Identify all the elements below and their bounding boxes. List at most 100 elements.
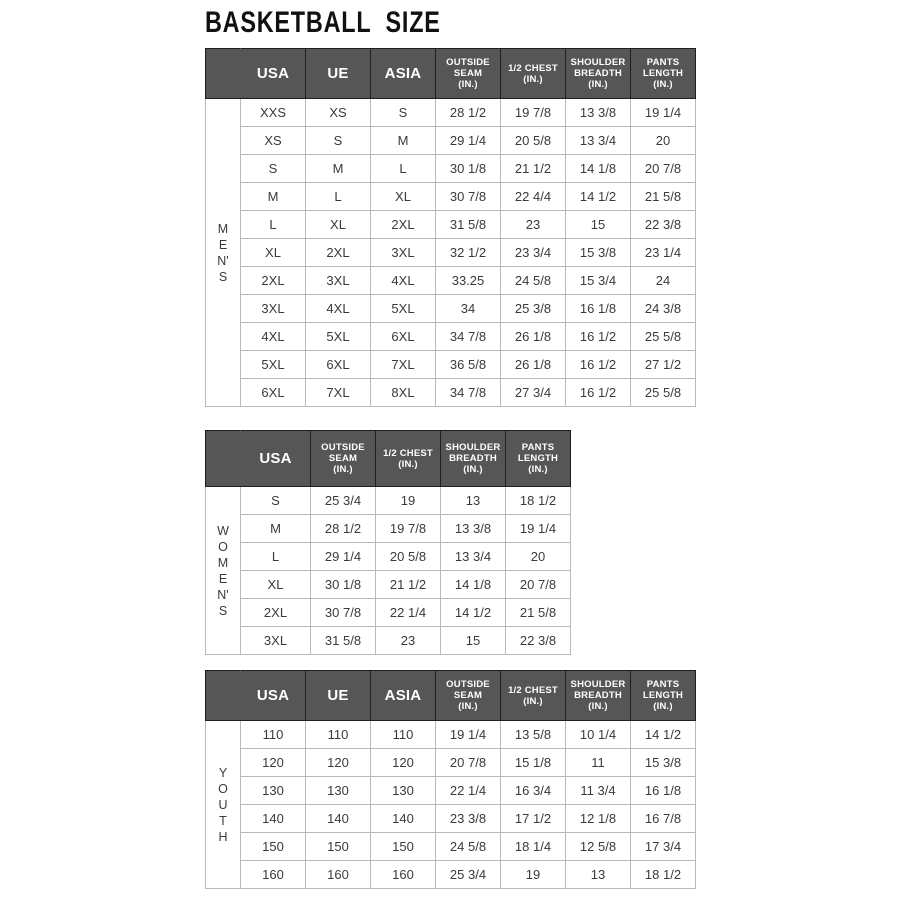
cell: 19 1/4 bbox=[505, 514, 571, 543]
cell: 3XL bbox=[240, 626, 311, 655]
cell: 13 3/8 bbox=[440, 514, 506, 543]
group-label-womens: W O M E N' S bbox=[205, 486, 241, 655]
cell: 30 7/8 bbox=[310, 598, 376, 627]
cell: XXS bbox=[240, 98, 306, 127]
cell: 23 3/4 bbox=[500, 238, 566, 267]
cell: 16 3/4 bbox=[500, 776, 566, 805]
cell: 120 bbox=[240, 748, 306, 777]
cell: 25 5/8 bbox=[630, 378, 696, 407]
column-header-usa: USA bbox=[240, 430, 311, 487]
cell: 26 1/8 bbox=[500, 322, 566, 351]
cell: 14 1/8 bbox=[440, 570, 506, 599]
cell: 25 5/8 bbox=[630, 322, 696, 351]
table-row: M L XL 30 7/8 22 4/4 14 1/2 21 5/8 bbox=[206, 182, 696, 211]
cell: 20 7/8 bbox=[505, 570, 571, 599]
cell: S bbox=[240, 486, 311, 515]
cell: 30 1/8 bbox=[310, 570, 376, 599]
cell: 14 1/2 bbox=[565, 182, 631, 211]
cell: 14 1/8 bbox=[565, 154, 631, 183]
cell: S bbox=[240, 154, 306, 183]
cell: M bbox=[305, 154, 371, 183]
cell: 21 1/2 bbox=[500, 154, 566, 183]
cell: 20 bbox=[505, 542, 571, 571]
column-header-outside-seam: OUTSIDE SEAM (IN.) bbox=[310, 430, 376, 487]
cell: 16 1/2 bbox=[565, 322, 631, 351]
header-corner-cell bbox=[205, 430, 241, 487]
cell: 19 1/4 bbox=[435, 720, 501, 749]
cell: 30 7/8 bbox=[435, 182, 501, 211]
cell: 140 bbox=[240, 804, 306, 833]
table-row: 5XL 6XL 7XL 36 5/8 26 1/8 16 1/2 27 1/2 bbox=[206, 350, 696, 379]
cell: 14 1/2 bbox=[440, 598, 506, 627]
cell: 20 5/8 bbox=[375, 542, 441, 571]
cell: 15 3/4 bbox=[565, 266, 631, 295]
cell: 19 1/4 bbox=[630, 98, 696, 127]
column-header-pants-length: PANTS LENGTH (IN.) bbox=[630, 670, 696, 721]
cell: 31 5/8 bbox=[310, 626, 376, 655]
cell: XS bbox=[305, 98, 371, 127]
cell: 13 3/4 bbox=[440, 542, 506, 571]
column-header-outside-seam: OUTSIDE SEAM (IN.) bbox=[435, 670, 501, 721]
cell: 23 3/8 bbox=[435, 804, 501, 833]
cell: M bbox=[240, 514, 311, 543]
cell: 5XL bbox=[370, 294, 436, 323]
cell: 25 3/4 bbox=[310, 486, 376, 515]
table-row: M E N' S XXS XS S 28 1/2 19 7/8 13 3/8 19 1/4 bbox=[205, 98, 696, 407]
column-header-usa: USA bbox=[240, 48, 306, 99]
table-row: XL 2XL 3XL 32 1/2 23 3/4 15 3/8 23 1/4 bbox=[206, 238, 696, 267]
cell: M bbox=[240, 182, 306, 211]
table-row: Y O U T H 110 110 110 19 1/4 13 5/8 10 1/4 14 1/2 bbox=[205, 720, 696, 889]
table-row: 130 130 130 22 1/4 16 3/4 11 3/4 16 1/8 bbox=[206, 776, 696, 805]
cell: 140 bbox=[370, 804, 436, 833]
cell: 31 5/8 bbox=[435, 210, 501, 239]
cell: 12 5/8 bbox=[565, 832, 631, 861]
cell: 27 1/2 bbox=[630, 350, 696, 379]
cell: 24 5/8 bbox=[500, 266, 566, 295]
cell: 3XL bbox=[305, 266, 371, 295]
cell: 22 4/4 bbox=[500, 182, 566, 211]
table-row: XS S M 29 1/4 20 5/8 13 3/4 20 bbox=[206, 126, 696, 155]
cell: 120 bbox=[370, 748, 436, 777]
cell: 21 5/8 bbox=[630, 182, 696, 211]
cell: 10 1/4 bbox=[565, 720, 631, 749]
cell: S bbox=[305, 126, 371, 155]
table-row: 160 160 160 25 3/4 19 13 18 1/2 bbox=[206, 860, 696, 889]
cell: L bbox=[240, 542, 311, 571]
table-row: S M L 30 1/8 21 1/2 14 1/8 20 7/8 bbox=[206, 154, 696, 183]
cell: 20 5/8 bbox=[500, 126, 566, 155]
cell: 23 1/4 bbox=[630, 238, 696, 267]
cell: 16 1/2 bbox=[565, 378, 631, 407]
cell: 33.25 bbox=[435, 266, 501, 295]
cell: 19 7/8 bbox=[500, 98, 566, 127]
cell: 130 bbox=[370, 776, 436, 805]
cell: 20 7/8 bbox=[630, 154, 696, 183]
cell: XL bbox=[240, 570, 311, 599]
cell: 2XL bbox=[240, 598, 311, 627]
table-row: 150 150 150 24 5/8 18 1/4 12 5/8 17 3/4 bbox=[206, 832, 696, 861]
cell: 7XL bbox=[370, 350, 436, 379]
column-header-shoulder-breadth: SHOULDER BREADTH (IN.) bbox=[440, 430, 506, 487]
cell: 20 7/8 bbox=[435, 748, 501, 777]
column-header-shoulder-breadth: SHOULDER BREADTH (IN.) bbox=[565, 48, 631, 99]
cell: 16 1/2 bbox=[565, 350, 631, 379]
cell: 34 bbox=[435, 294, 501, 323]
cell: 8XL bbox=[370, 378, 436, 407]
table-row: 120 120 120 20 7/8 15 1/8 11 15 3/8 bbox=[206, 748, 696, 777]
cell: 13 bbox=[440, 486, 506, 515]
cell: 17 3/4 bbox=[630, 832, 696, 861]
cell: 19 bbox=[375, 486, 441, 515]
cell: 22 1/4 bbox=[375, 598, 441, 627]
column-header-shoulder-breadth: SHOULDER BREADTH (IN.) bbox=[565, 670, 631, 721]
cell: 22 3/8 bbox=[505, 626, 571, 655]
cell: 11 3/4 bbox=[565, 776, 631, 805]
table-header-row: USA UE ASIA OUTSIDE SEAM (IN.) 1/2 CHEST (IN.)… bbox=[205, 48, 696, 99]
cell: 18 1/2 bbox=[505, 486, 571, 515]
cell: 28 1/2 bbox=[310, 514, 376, 543]
cell: 28 1/2 bbox=[435, 98, 501, 127]
cell: 13 3/4 bbox=[565, 126, 631, 155]
cell: 5XL bbox=[305, 322, 371, 351]
cell: 18 1/4 bbox=[500, 832, 566, 861]
cell: 20 bbox=[630, 126, 696, 155]
cell: 30 1/8 bbox=[435, 154, 501, 183]
